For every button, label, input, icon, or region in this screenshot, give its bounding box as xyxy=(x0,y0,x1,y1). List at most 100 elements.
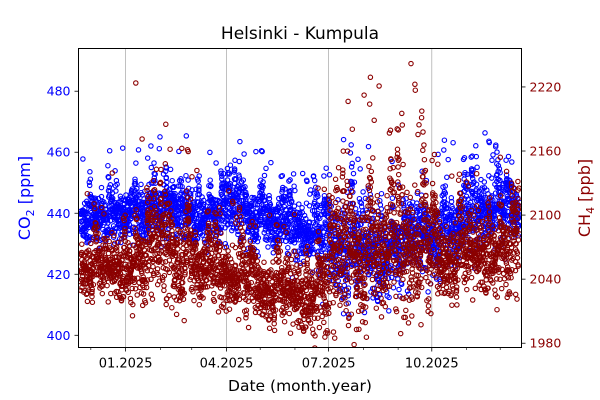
co2-point xyxy=(105,231,111,238)
co2-point xyxy=(261,197,268,203)
co2-point xyxy=(176,148,182,155)
co2-point xyxy=(299,170,306,177)
co2-point xyxy=(107,182,114,188)
co2-point xyxy=(221,171,227,177)
chart-title: Helsinki - Kumpula xyxy=(221,24,379,44)
co2-point xyxy=(85,222,91,228)
co2-point xyxy=(287,193,293,199)
co2-point xyxy=(82,205,88,212)
co2-point xyxy=(183,133,190,139)
co2-point xyxy=(207,177,213,183)
co2-point xyxy=(148,143,154,149)
co2-point xyxy=(84,214,91,221)
co2-point xyxy=(236,174,243,180)
co2-point xyxy=(222,225,228,231)
co2-point xyxy=(287,177,293,183)
co2-point xyxy=(193,186,199,193)
co2-point xyxy=(128,213,135,219)
co2-point xyxy=(80,156,86,162)
co2-point xyxy=(114,181,120,187)
co2-point xyxy=(156,145,163,152)
co2-point xyxy=(200,201,207,207)
co2-point xyxy=(299,205,305,211)
co2-point xyxy=(266,192,272,199)
co2-point xyxy=(194,218,200,225)
co2-point xyxy=(157,134,163,140)
co2-point xyxy=(240,177,247,183)
co2-point xyxy=(263,234,269,240)
co2-point xyxy=(200,197,207,204)
co2-point xyxy=(279,187,286,193)
co2-point xyxy=(219,193,226,199)
co2-point xyxy=(134,185,140,192)
co2-point xyxy=(88,201,95,207)
co2-point xyxy=(196,188,202,194)
co2-point xyxy=(253,148,259,155)
co2-point xyxy=(279,172,286,179)
co2-point xyxy=(283,197,289,203)
co2-point xyxy=(183,172,189,179)
co2-point xyxy=(276,203,283,209)
co2-point xyxy=(169,177,175,184)
co2-point xyxy=(242,184,248,190)
co2-point xyxy=(109,195,116,202)
co2-point xyxy=(297,209,303,216)
co2-point xyxy=(258,147,265,154)
co2-point xyxy=(196,186,202,192)
co2-point xyxy=(87,176,94,182)
co2-point xyxy=(235,231,241,238)
co2-point xyxy=(218,170,224,177)
co2-point xyxy=(105,174,112,181)
co2-point xyxy=(231,166,238,172)
co2-point xyxy=(285,244,291,251)
co2-point xyxy=(199,232,206,238)
co2-point xyxy=(259,148,265,155)
co2-point xyxy=(282,186,288,192)
co2-point xyxy=(179,183,185,190)
co2-point xyxy=(291,203,298,209)
co2-point xyxy=(260,184,266,190)
co2-point xyxy=(213,160,219,166)
co2-point xyxy=(119,145,126,151)
co2-point xyxy=(86,182,93,189)
co2-point xyxy=(261,172,268,179)
co2-point xyxy=(306,203,313,209)
co2-point xyxy=(189,187,195,193)
co2-point xyxy=(301,212,308,219)
co2-point xyxy=(268,159,274,166)
co2-point xyxy=(263,165,269,172)
co2-point xyxy=(117,193,124,200)
co2-point xyxy=(265,244,271,250)
co2-point xyxy=(227,162,234,168)
co2-point xyxy=(187,193,194,199)
co2-point xyxy=(284,234,291,241)
co2-point xyxy=(292,187,298,194)
co2-point xyxy=(172,190,178,197)
co2-point xyxy=(218,168,224,174)
co2-point xyxy=(226,171,233,177)
co2-point xyxy=(243,192,250,198)
co2-point xyxy=(295,237,302,243)
co2-point xyxy=(190,205,197,211)
co2-point xyxy=(106,184,113,191)
co2-point xyxy=(86,179,93,186)
co2-point xyxy=(185,177,191,183)
co2-point xyxy=(117,198,123,205)
co2-point xyxy=(113,177,120,184)
co2-point xyxy=(139,192,145,198)
co2-point xyxy=(236,158,243,165)
co2-point xyxy=(264,237,270,243)
co2-point xyxy=(128,191,134,197)
co2-point xyxy=(306,251,313,257)
co2-point xyxy=(303,215,309,222)
co2-point xyxy=(132,180,139,187)
co2-point xyxy=(98,184,105,191)
co2-point xyxy=(255,235,262,241)
co2-point xyxy=(289,220,296,227)
co2-point xyxy=(207,149,213,156)
co2-point xyxy=(162,168,169,175)
co2-point xyxy=(144,155,151,161)
co2-point xyxy=(249,206,255,212)
co2-point xyxy=(242,217,249,224)
